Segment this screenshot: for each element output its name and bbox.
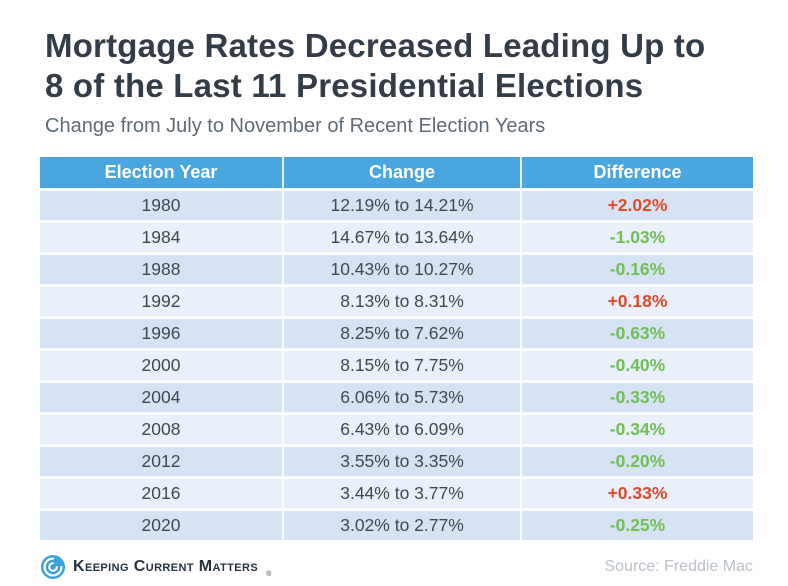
difference-value: +0.33%	[607, 483, 668, 503]
table-row: 1988 10.43% to 10.27% -0.16%	[40, 255, 753, 284]
change-cell: 3.02% to 2.77%	[284, 511, 522, 540]
difference-value: -0.63%	[609, 323, 666, 343]
year-cell: 2008	[40, 415, 284, 444]
table-row: 2012 3.55% to 3.35% -0.20%	[40, 447, 753, 476]
difference-value: -0.25%	[609, 515, 666, 535]
year-cell: 2020	[40, 511, 284, 540]
year-cell: 1988	[40, 255, 284, 284]
year-cell: 2016	[40, 479, 284, 508]
source-text: Source: Freddie Mac	[604, 558, 753, 575]
table-row: 2000 8.15% to 7.75% -0.40%	[40, 351, 753, 380]
change-cell: 6.43% to 6.09%	[284, 415, 522, 444]
difference-value: -0.34%	[609, 419, 666, 439]
year-cell: 2004	[40, 383, 284, 412]
column-header-election-year: Election Year	[40, 157, 284, 188]
difference-value: +2.02%	[607, 195, 668, 215]
registered-trademark-symbol: ®	[266, 571, 272, 578]
title-block: Mortgage Rates Decreased Leading Up to 8…	[0, 0, 788, 138]
kcm-logo: Keeping Current Matters ®	[40, 554, 271, 580]
table-row: 2020 3.02% to 2.77% -0.25%	[40, 511, 753, 540]
brand-name: Keeping Current Matters	[73, 558, 259, 575]
table-row: 2016 3.44% to 3.77% +0.33%	[40, 479, 753, 508]
table-row: 1980 12.19% to 14.21% +2.02%	[40, 191, 753, 220]
table-header-row: Election Year Change Difference	[40, 157, 753, 188]
column-header-difference: Difference	[593, 162, 682, 182]
page-title-line2: 8 of the Last 11 Presidential Elections	[45, 67, 644, 104]
table-row: 2004 6.06% to 5.73% -0.33%	[40, 383, 753, 412]
table-row: 1984 14.67% to 13.64% -1.03%	[40, 223, 753, 252]
change-cell: 10.43% to 10.27%	[284, 255, 522, 284]
difference-value: -0.16%	[609, 259, 666, 279]
difference-value: -0.20%	[609, 451, 666, 471]
difference-value: -0.40%	[609, 355, 666, 375]
year-cell: 1984	[40, 223, 284, 252]
year-cell: 2012	[40, 447, 284, 476]
kcm-swirl-icon	[40, 554, 66, 580]
year-cell: 1992	[40, 287, 284, 316]
table-body: 1980 12.19% to 14.21% +2.02% 1984 14.67%…	[40, 191, 753, 540]
change-cell: 14.67% to 13.64%	[284, 223, 522, 252]
change-cell: 8.15% to 7.75%	[284, 351, 522, 380]
year-cell: 1996	[40, 319, 284, 348]
table-row: 1992 8.13% to 8.31% +0.18%	[40, 287, 753, 316]
year-cell: 1980	[40, 191, 284, 220]
change-cell: 12.19% to 14.21%	[284, 191, 522, 220]
page-title: Mortgage Rates Decreased Leading Up to 8…	[45, 26, 748, 106]
page-title-line1: Mortgage Rates Decreased Leading Up to	[45, 27, 706, 64]
change-cell: 3.44% to 3.77%	[284, 479, 522, 508]
year-cell: 2000	[40, 351, 284, 380]
change-cell: 8.25% to 7.62%	[284, 319, 522, 348]
column-header-change: Change	[284, 157, 522, 188]
table-row: 1996 8.25% to 7.62% -0.63%	[40, 319, 753, 348]
table-row: 2008 6.43% to 6.09% -0.34%	[40, 415, 753, 444]
difference-value: -0.33%	[609, 387, 666, 407]
change-cell: 8.13% to 8.31%	[284, 287, 522, 316]
page-subtitle: Change from July to November of Recent E…	[45, 115, 546, 137]
rates-table: Election Year Change Difference 1980 12.…	[40, 157, 753, 540]
difference-value: +0.18%	[607, 291, 668, 311]
change-cell: 6.06% to 5.73%	[284, 383, 522, 412]
change-cell: 3.55% to 3.35%	[284, 447, 522, 476]
footer: Keeping Current Matters ® Source: Freddi…	[40, 554, 753, 580]
difference-value: -1.03%	[609, 227, 666, 247]
